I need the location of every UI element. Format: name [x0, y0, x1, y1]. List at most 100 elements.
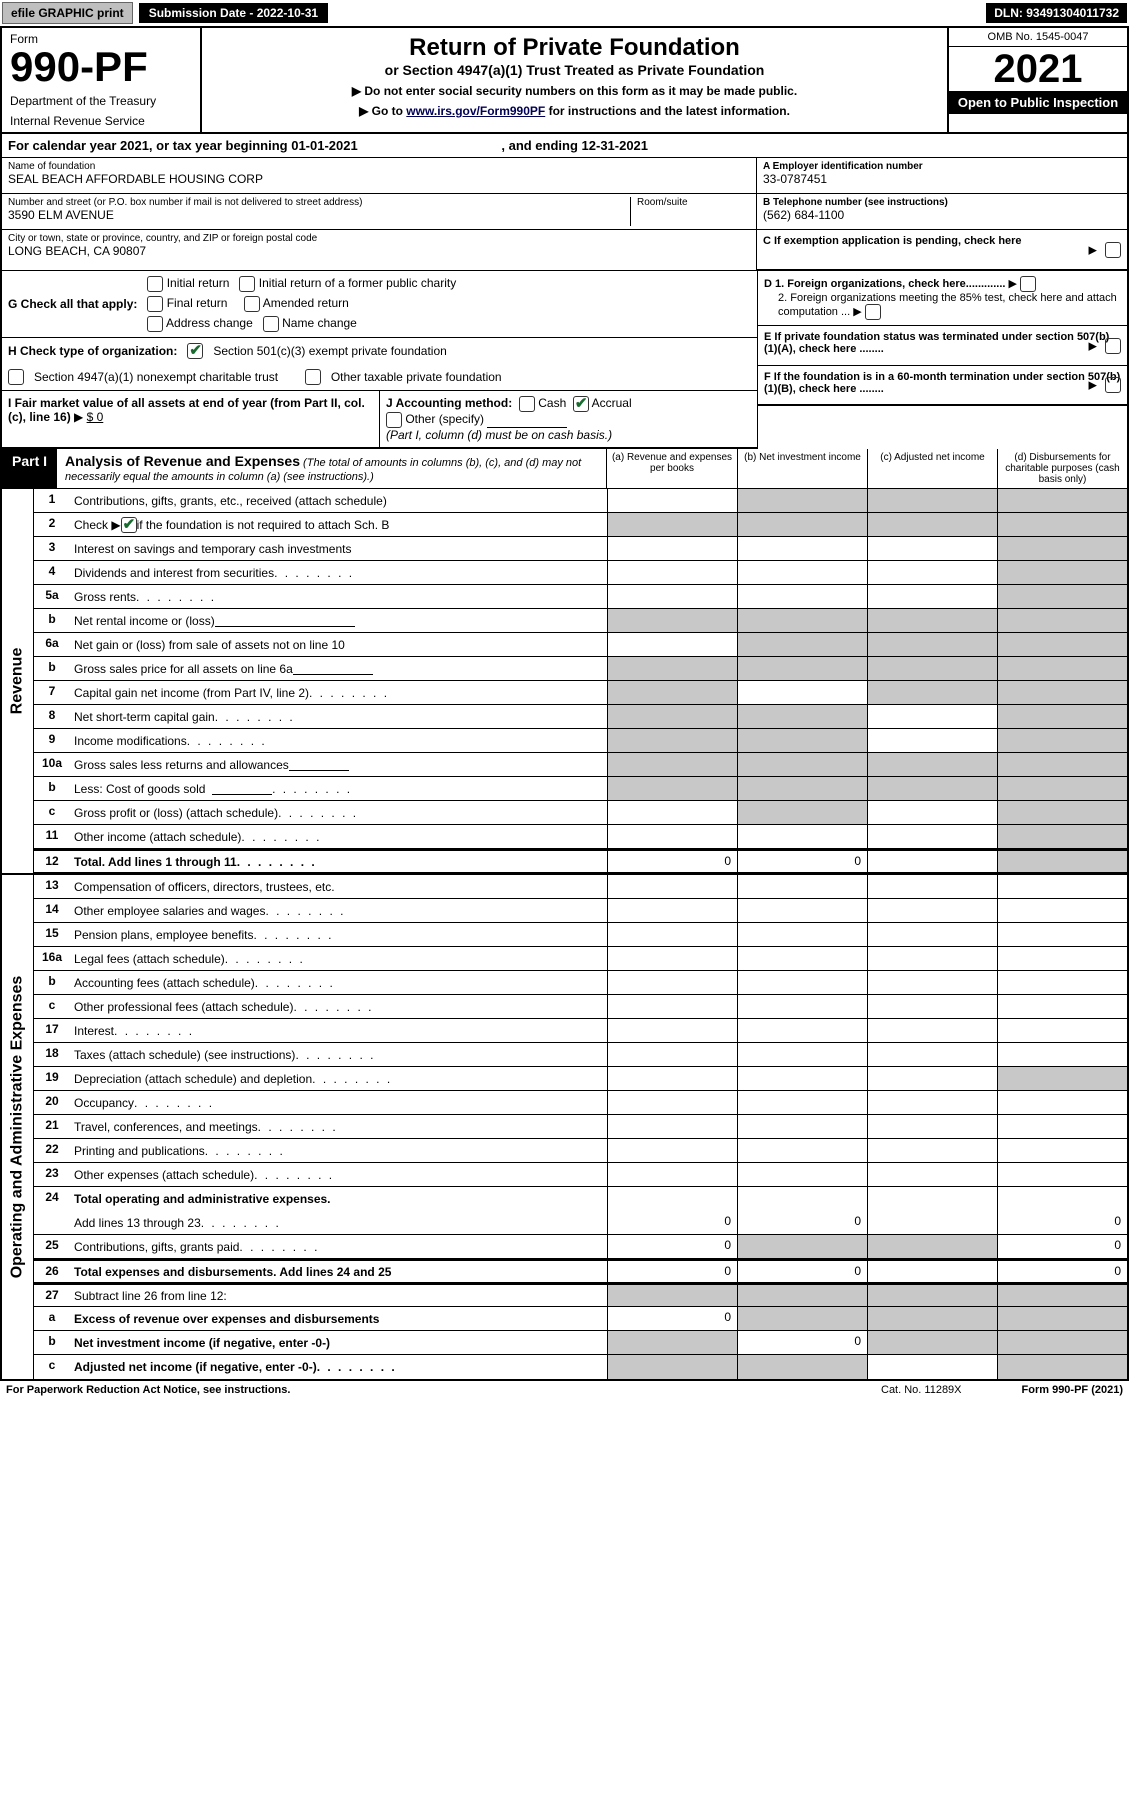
foundation-name: SEAL BEACH AFFORDABLE HOUSING CORP	[8, 172, 750, 186]
row-10b: Less: Cost of goods sold	[70, 777, 607, 800]
calendar-year: For calendar year 2021, or tax year begi…	[2, 134, 1127, 158]
g-opt-5: Name change	[282, 316, 357, 330]
j-accrual-checkbox[interactable]	[573, 396, 589, 412]
val-27a: 0	[607, 1307, 737, 1330]
col-c-hdr: (c) Adjusted net income	[867, 449, 997, 488]
val-12b: 0	[737, 851, 867, 872]
street-address: 3590 ELM AVENUE	[8, 208, 630, 222]
tel-cell: B Telephone number (see instructions) (5…	[757, 194, 1127, 230]
addr-label: Number and street (or P.O. box number if…	[8, 197, 630, 208]
note2: ▶ Go to www.irs.gov/Form990PF for instru…	[208, 104, 941, 118]
j-other-checkbox[interactable]	[386, 412, 402, 428]
row-12: Total. Add lines 1 through 11	[70, 851, 607, 872]
form-number: 990-PF	[10, 46, 192, 88]
val-24b: 0	[737, 1211, 867, 1234]
footer-left: For Paperwork Reduction Act Notice, see …	[6, 1384, 290, 1396]
c-box: C If exemption application is pending, c…	[757, 230, 1127, 270]
row-9: Income modifications	[70, 729, 607, 752]
g-initial-former-checkbox[interactable]	[239, 276, 255, 292]
expenses-label: Operating and Administrative Expenses	[2, 875, 34, 1379]
f-checkbox[interactable]	[1105, 377, 1121, 393]
row-13: Compensation of officers, directors, tru…	[70, 875, 607, 898]
row-27b: Net investment income (if negative, ente…	[70, 1331, 607, 1354]
i-value: $ 0	[87, 410, 104, 424]
city-cell: City or town, state or province, country…	[2, 230, 756, 266]
g-initial-checkbox[interactable]	[147, 276, 163, 292]
g-opt-1: Initial return of a former public charit…	[259, 276, 456, 290]
name-label: Name of foundation	[8, 161, 750, 172]
row-10c: Gross profit or (loss) (attach schedule)	[70, 801, 607, 824]
ein-cell: A Employer identification number 33-0787…	[757, 158, 1127, 194]
row-17: Interest	[70, 1019, 607, 1042]
d1-checkbox[interactable]	[1020, 276, 1036, 292]
g-label: G Check all that apply:	[8, 297, 137, 311]
part1-title: Analysis of Revenue and Expenses (The to…	[57, 449, 606, 488]
subtitle: or Section 4947(a)(1) Trust Treated as P…	[208, 62, 941, 78]
ein-value: 33-0787451	[763, 172, 1121, 186]
calyear-start: For calendar year 2021, or tax year begi…	[8, 138, 358, 153]
val-12a: 0	[607, 851, 737, 872]
row-6a: Net gain or (loss) from sale of assets n…	[70, 633, 607, 656]
schb-checkbox[interactable]	[121, 517, 137, 533]
c-checkbox[interactable]	[1105, 242, 1121, 258]
name-cell: Name of foundation SEAL BEACH AFFORDABLE…	[2, 158, 756, 194]
part1-title-text: Analysis of Revenue and Expenses	[65, 453, 300, 469]
open-public: Open to Public Inspection	[949, 91, 1127, 114]
row-6b: Gross sales price for all assets on line…	[70, 657, 607, 680]
val-26b: 0	[737, 1261, 867, 1282]
row-1: Contributions, gifts, grants, etc., rece…	[70, 489, 607, 512]
val-27b: 0	[737, 1331, 867, 1354]
city-state-zip: LONG BEACH, CA 90807	[8, 244, 750, 258]
section-j: J Accounting method: Cash Accrual Other …	[380, 391, 757, 447]
dept2: Internal Revenue Service	[10, 114, 192, 128]
e-label: E If private foundation status was termi…	[764, 331, 1109, 355]
row-14: Other employee salaries and wages	[70, 899, 607, 922]
row-5b: Net rental income or (loss)	[70, 609, 607, 632]
g-opt-3: Amended return	[263, 296, 349, 310]
tel-label: B Telephone number (see instructions)	[763, 197, 1121, 208]
arrow-icon: ▶	[1089, 339, 1097, 352]
val-25a: 0	[607, 1235, 737, 1258]
e-checkbox[interactable]	[1105, 338, 1121, 354]
footer-mid: Cat. No. 11289X	[881, 1384, 962, 1396]
footer-right: Form 990-PF (2021)	[1022, 1384, 1123, 1396]
col-d-hdr: (d) Disbursements for charitable purpose…	[997, 449, 1127, 488]
row-10a: Gross sales less returns and allowances	[70, 753, 607, 776]
g-opt-0: Initial return	[167, 276, 230, 290]
h-opt-3: Other taxable private foundation	[331, 370, 502, 384]
row-19: Depreciation (attach schedule) and deple…	[70, 1067, 607, 1090]
h-501c3-checkbox[interactable]	[187, 343, 203, 359]
row-16a: Legal fees (attach schedule)	[70, 947, 607, 970]
note1: ▶ Do not enter social security numbers o…	[208, 84, 941, 98]
section-h: H Check type of organization: Section 50…	[2, 338, 757, 391]
efile-button[interactable]: efile GRAPHIC print	[2, 2, 133, 24]
row-15: Pension plans, employee benefits	[70, 923, 607, 946]
h-4947-checkbox[interactable]	[8, 369, 24, 385]
h-other-checkbox[interactable]	[305, 369, 321, 385]
d-box: D 1. Foreign organizations, check here..…	[758, 271, 1127, 326]
g-address-checkbox[interactable]	[147, 316, 163, 332]
g-final-checkbox[interactable]	[147, 296, 163, 312]
row-21: Travel, conferences, and meetings	[70, 1115, 607, 1138]
val-26d: 0	[997, 1261, 1127, 1282]
h-opt-1: Section 501(c)(3) exempt private foundat…	[213, 344, 446, 358]
d2-checkbox[interactable]	[865, 304, 881, 320]
row-16b: Accounting fees (attach schedule)	[70, 971, 607, 994]
instructions-link[interactable]: www.irs.gov/Form990PF	[406, 104, 545, 118]
j-cash-checkbox[interactable]	[519, 396, 535, 412]
col-a-hdr: (a) Revenue and expenses per books	[607, 449, 737, 488]
omb: OMB No. 1545-0047	[949, 28, 1127, 47]
title-block: Return of Private Foundation or Section …	[202, 28, 947, 132]
val-25d: 0	[997, 1235, 1127, 1258]
j-note: (Part I, column (d) must be on cash basi…	[386, 428, 751, 442]
arrow-icon: ▶	[1089, 243, 1097, 256]
val-24d: 0	[997, 1211, 1127, 1234]
ein-label: A Employer identification number	[763, 161, 1121, 172]
e-box: E If private foundation status was termi…	[758, 326, 1127, 366]
dln: DLN: 93491304011732	[986, 3, 1127, 23]
g-name-checkbox[interactable]	[263, 316, 279, 332]
section-i: I Fair market value of all assets at end…	[2, 391, 380, 447]
room-label: Room/suite	[637, 197, 750, 208]
g-amended-checkbox[interactable]	[244, 296, 260, 312]
tax-year: 2021	[949, 47, 1127, 91]
